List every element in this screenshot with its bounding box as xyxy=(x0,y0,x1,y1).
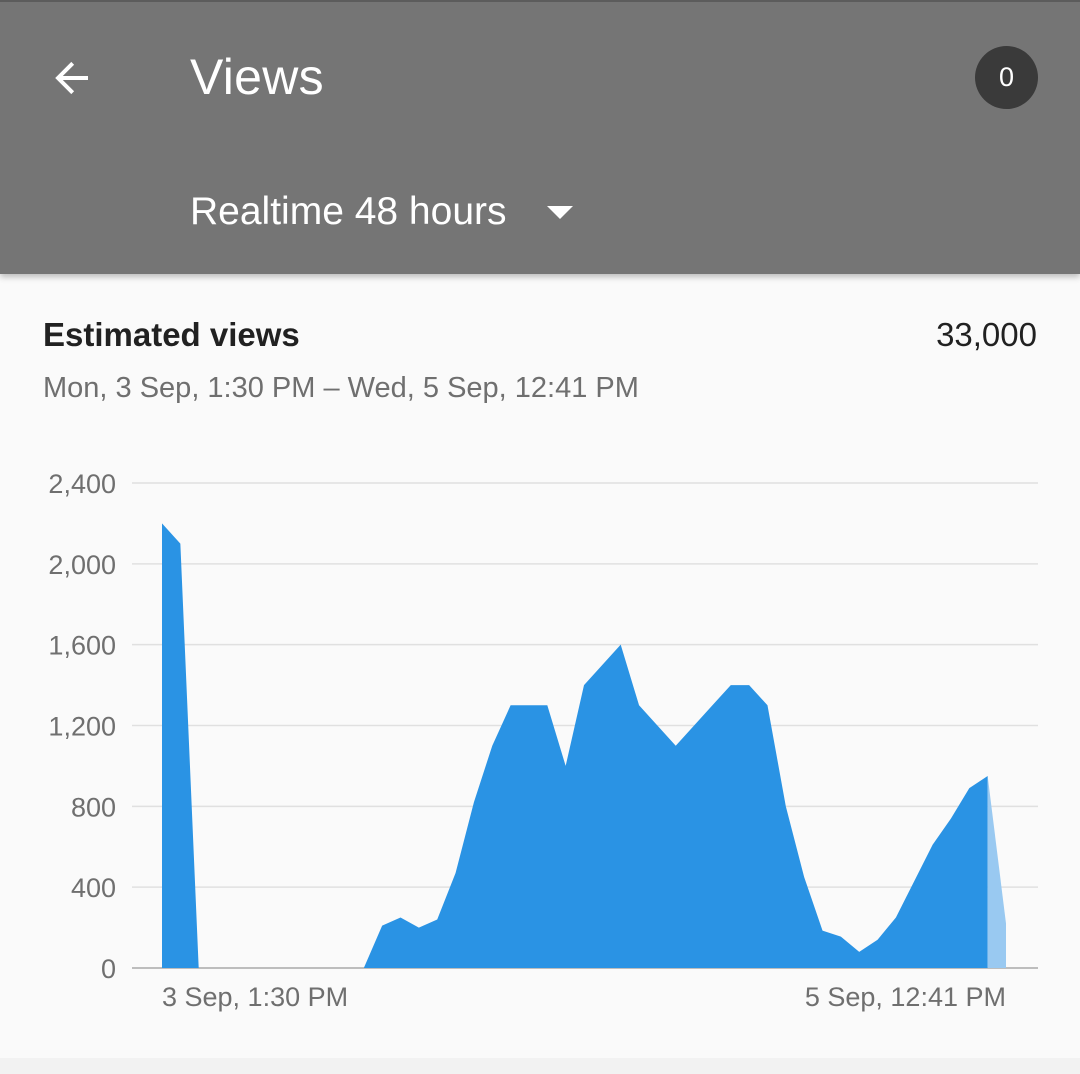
x-tick-label: 5 Sep, 12:41 PM xyxy=(805,982,1006,1012)
y-tick-label: 1,600 xyxy=(48,631,116,661)
metric-label: Estimated views xyxy=(43,316,300,353)
arrow-back-icon xyxy=(55,61,88,95)
dropdown-caret-icon xyxy=(546,205,573,219)
back-button[interactable] xyxy=(36,42,108,114)
range-dropdown[interactable]: Realtime 48 hours xyxy=(190,182,573,242)
y-tick-label: 2,400 xyxy=(48,469,116,499)
date-range: Mon, 3 Sep, 1:30 PM – Wed, 5 Sep, 12:41 … xyxy=(43,372,639,404)
app-bar: Views 0 Realtime 48 hours xyxy=(0,0,1080,274)
range-dropdown-label: Realtime 48 hours xyxy=(190,190,507,233)
views-area-partial xyxy=(987,776,1006,968)
y-tick-label: 400 xyxy=(71,873,116,903)
x-axis-ticks: 3 Sep, 1:30 PM 5 Sep, 12:41 PM xyxy=(162,982,1006,1012)
views-area xyxy=(162,523,988,968)
y-tick-label: 2,000 xyxy=(48,550,116,580)
page-title: Views xyxy=(190,49,324,105)
views-card: Estimated views 33,000 Mon, 3 Sep, 1:30 … xyxy=(0,274,1080,1058)
views-area-chart[interactable]: 0 400 800 1,200 1,600 2,000 2,400 3 Sep, 1:30 … xyxy=(0,274,1080,1058)
y-tick-label: 1,200 xyxy=(48,712,116,742)
metric-total: 33,000 xyxy=(936,316,1037,353)
chart-area-series xyxy=(162,523,1006,968)
x-tick-label: 3 Sep, 1:30 PM xyxy=(162,982,348,1012)
y-tick-label: 0 xyxy=(101,954,116,984)
y-tick-label: 800 xyxy=(71,792,116,822)
notification-count-badge[interactable]: 0 xyxy=(975,46,1038,109)
y-axis-ticks: 0 400 800 1,200 1,600 2,000 2,400 xyxy=(48,469,116,984)
